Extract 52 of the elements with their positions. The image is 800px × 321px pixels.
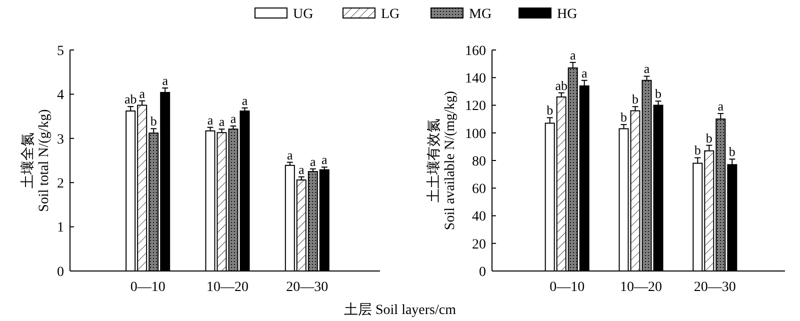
data-label: a [162,73,168,88]
y-axis-title: 土土壤有效氮 Soil available N/(mg/kg) [426,90,458,230]
y-tick-label: 4 [57,88,64,104]
x-tick-label: 10—20 [620,280,662,295]
legend-label: MG [469,7,492,22]
data-label: a [298,162,305,177]
legend-label: UG [293,7,314,22]
data-label: a [287,147,294,162]
y-tick-label: 2 [57,176,64,192]
y-tick-label: 5 [57,44,64,59]
data-label: a [139,86,146,101]
x-axis-title: 土层 Soil layers/cm [344,302,456,318]
y-tick-label: 1 [57,220,64,236]
y-tick-label: 160 [465,44,486,59]
data-label: a [207,112,214,128]
x-tick-label: 0—10 [130,280,166,295]
legend-label: LG [381,7,400,22]
y-tick-label: 3 [57,132,64,148]
data-label: a [310,154,316,169]
data-label: a [570,47,576,62]
data-label: a [718,98,724,114]
y-tick-label: 40 [472,210,486,225]
data-label: a [242,92,248,108]
y-tick-label: 80 [472,154,486,170]
data-label: b [694,142,701,158]
data-label: a [322,152,328,168]
data-label: b [706,130,712,146]
data-label: a [218,114,225,130]
data-label: b [632,92,638,107]
data-label: b [620,110,627,125]
y-tick-label: 60 [472,182,486,198]
data-label: b [546,102,554,118]
data-label: b [150,114,157,129]
data-label: ab [124,92,137,107]
y-tick-label: 120 [465,99,486,114]
y-tick-label: 20 [472,237,486,252]
data-label: a [644,61,650,76]
x-tick-label: 0—10 [550,280,585,295]
data-label: b [655,86,662,102]
y-tick-label: 140 [465,72,486,87]
x-tick-label: 10—20 [206,280,248,295]
data-label: a [230,111,236,126]
x-tick-label: 20—30 [286,280,328,295]
x-tick-label: 20—30 [694,280,736,295]
data-label: ab [555,78,568,93]
y-tick-label: 100 [465,126,486,142]
data-label: a [581,65,588,80]
y-tick-label: 0 [479,264,486,280]
y-tick-label: 0 [57,264,64,280]
data-label: b [728,144,736,160]
legend-label: HG [557,7,578,22]
y-axis-title: 土壤全氮 Soil total N/(g/kg) [20,108,52,212]
